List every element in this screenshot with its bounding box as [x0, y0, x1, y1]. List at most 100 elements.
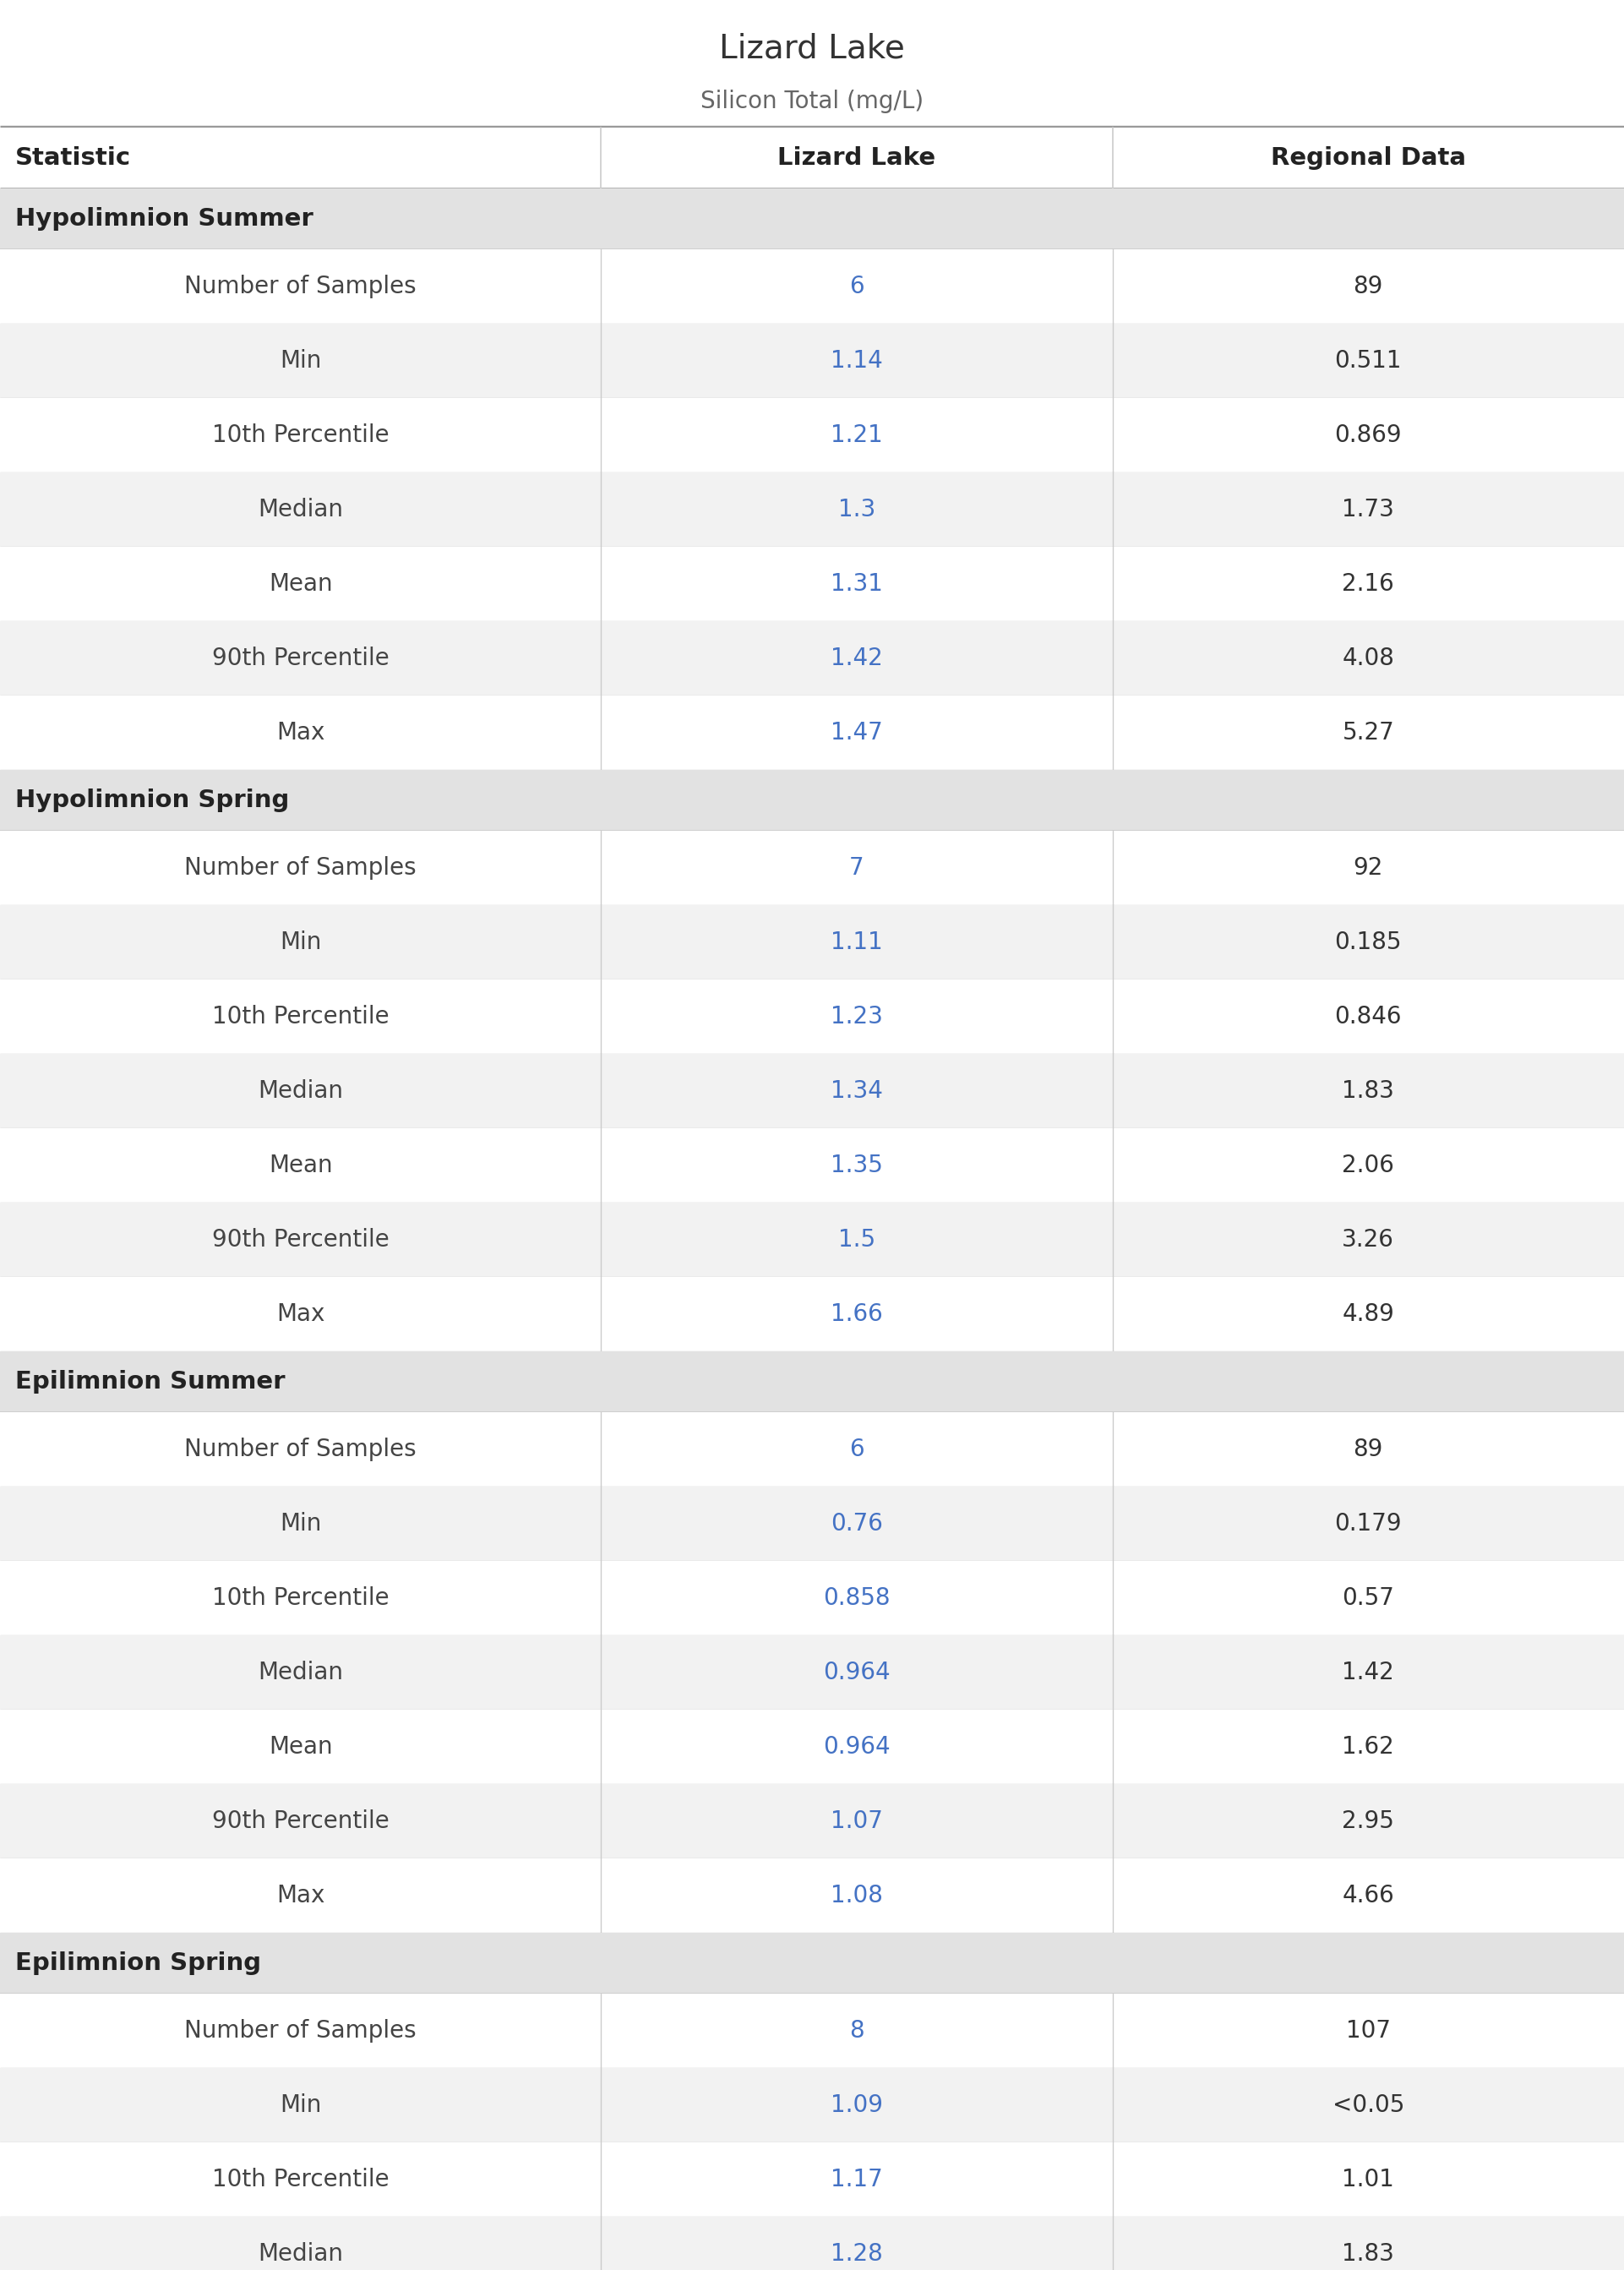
Text: 10th Percentile: 10th Percentile	[211, 1587, 390, 1609]
Text: 1.21: 1.21	[830, 424, 883, 447]
Bar	[0, 127, 1624, 188]
Text: Lizard Lake: Lizard Lake	[719, 32, 905, 64]
Text: 1.07: 1.07	[830, 1809, 883, 1834]
Text: Mean: Mean	[268, 1153, 333, 1178]
Text: Number of Samples: Number of Samples	[185, 1437, 416, 1462]
Bar	[0, 188, 1624, 250]
Text: 3.26: 3.26	[1341, 1228, 1395, 1251]
Text: 0.846: 0.846	[1335, 1006, 1402, 1028]
Text: Statistic: Statistic	[15, 145, 132, 170]
Text: Number of Samples: Number of Samples	[185, 856, 416, 881]
Text: 1.42: 1.42	[830, 647, 883, 670]
Text: 2.16: 2.16	[1341, 572, 1395, 595]
Text: 4.89: 4.89	[1341, 1303, 1395, 1326]
Text: 89: 89	[1353, 1437, 1384, 1462]
Bar	[0, 1412, 1624, 1487]
Text: 4.66: 4.66	[1341, 1884, 1395, 1907]
Text: Median: Median	[258, 1662, 343, 1684]
Text: 0.858: 0.858	[823, 1587, 890, 1609]
Text: Silicon Total (mg/L): Silicon Total (mg/L)	[700, 91, 924, 114]
Text: 0.964: 0.964	[823, 1662, 890, 1684]
Text: 1.09: 1.09	[830, 2093, 883, 2118]
Text: 1.28: 1.28	[830, 2243, 883, 2265]
Text: 1.14: 1.14	[830, 350, 883, 372]
Text: 0.179: 0.179	[1335, 1512, 1402, 1535]
Text: 1.3: 1.3	[838, 497, 875, 522]
Text: 1.11: 1.11	[830, 931, 883, 953]
Bar	[0, 1487, 1624, 1562]
Text: Hypolimnion Spring: Hypolimnion Spring	[15, 788, 289, 813]
Bar	[0, 2218, 1624, 2270]
Bar	[0, 1784, 1624, 1859]
Text: Min: Min	[279, 2093, 322, 2118]
Text: 1.83: 1.83	[1341, 2243, 1395, 2265]
Bar	[0, 1859, 1624, 1932]
Text: 7: 7	[849, 856, 864, 881]
Text: Min: Min	[279, 931, 322, 953]
Text: Mean: Mean	[268, 1734, 333, 1759]
Text: 1.47: 1.47	[830, 722, 883, 745]
Text: 89: 89	[1353, 275, 1384, 297]
Bar	[0, 547, 1624, 622]
Text: 92: 92	[1353, 856, 1384, 881]
Text: 0.869: 0.869	[1335, 424, 1402, 447]
Text: 1.73: 1.73	[1341, 497, 1395, 522]
Bar	[0, 1634, 1624, 1709]
Text: 2.06: 2.06	[1341, 1153, 1395, 1178]
Bar	[0, 1993, 1624, 2068]
Text: Median: Median	[258, 497, 343, 522]
Bar	[0, 695, 1624, 770]
Text: Mean: Mean	[268, 572, 333, 595]
Text: 1.83: 1.83	[1341, 1078, 1395, 1103]
Text: 90th Percentile: 90th Percentile	[211, 1228, 390, 1251]
Bar	[0, 397, 1624, 472]
Text: 6: 6	[849, 1437, 864, 1462]
Text: 10th Percentile: 10th Percentile	[211, 1006, 390, 1028]
Text: 0.76: 0.76	[830, 1512, 883, 1535]
Text: 1.08: 1.08	[830, 1884, 883, 1907]
Text: Lizard Lake: Lizard Lake	[778, 145, 935, 170]
Text: Max: Max	[276, 1884, 325, 1907]
Text: 1.17: 1.17	[830, 2168, 883, 2191]
Text: 10th Percentile: 10th Percentile	[211, 424, 390, 447]
Text: 10th Percentile: 10th Percentile	[211, 2168, 390, 2191]
Text: 5.27: 5.27	[1341, 722, 1395, 745]
Bar	[0, 1932, 1624, 1993]
Bar	[0, 250, 1624, 325]
Bar	[0, 1562, 1624, 1634]
Text: Min: Min	[279, 1512, 322, 1535]
Text: Max: Max	[276, 1303, 325, 1326]
Bar	[0, 1203, 1624, 1278]
Bar	[0, 325, 1624, 397]
Bar	[0, 906, 1624, 978]
Bar	[0, 1351, 1624, 1412]
Bar	[0, 1128, 1624, 1203]
Text: Number of Samples: Number of Samples	[185, 275, 416, 297]
Text: <0.05: <0.05	[1332, 2093, 1405, 2118]
Bar	[0, 2068, 1624, 2143]
Text: 1.66: 1.66	[830, 1303, 883, 1326]
Text: 1.5: 1.5	[838, 1228, 875, 1251]
Text: 90th Percentile: 90th Percentile	[211, 647, 390, 670]
Text: 1.62: 1.62	[1341, 1734, 1395, 1759]
Text: 107: 107	[1346, 2018, 1390, 2043]
Text: 1.31: 1.31	[830, 572, 883, 595]
Text: Median: Median	[258, 1078, 343, 1103]
Text: Regional Data: Regional Data	[1270, 145, 1466, 170]
Text: 0.185: 0.185	[1335, 931, 1402, 953]
Text: Max: Max	[276, 722, 325, 745]
Text: 8: 8	[849, 2018, 864, 2043]
Text: Hypolimnion Summer: Hypolimnion Summer	[15, 207, 313, 232]
Text: 1.42: 1.42	[1341, 1662, 1395, 1684]
Text: Number of Samples: Number of Samples	[185, 2018, 416, 2043]
Bar	[0, 978, 1624, 1053]
Text: Min: Min	[279, 350, 322, 372]
Text: 0.57: 0.57	[1341, 1587, 1395, 1609]
Text: 2.95: 2.95	[1341, 1809, 1395, 1834]
Bar	[0, 1278, 1624, 1351]
Bar	[0, 2143, 1624, 2218]
Text: 1.01: 1.01	[1341, 2168, 1395, 2191]
Text: Epilimnion Spring: Epilimnion Spring	[15, 1952, 261, 1975]
Text: Median: Median	[258, 2243, 343, 2265]
Text: 1.23: 1.23	[830, 1006, 883, 1028]
